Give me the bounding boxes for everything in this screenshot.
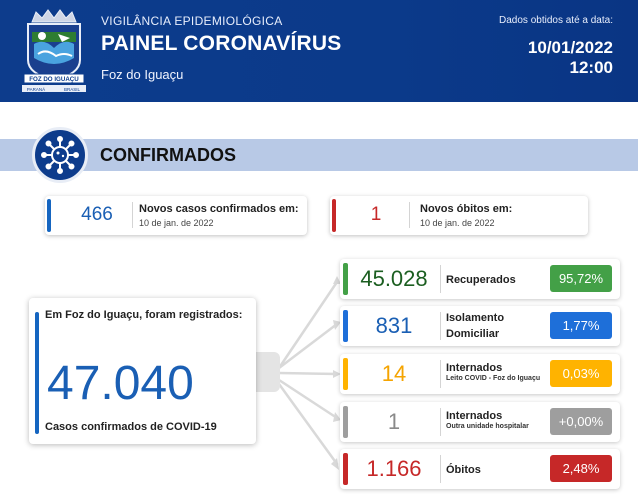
row-sublabel: Outra unidade hospitalar <box>446 423 529 430</box>
divider <box>440 312 441 340</box>
row-label: Internados <box>446 410 503 422</box>
city-crest-logo: FOZ DO IGUAÇU PARANÁ BRASIL <box>22 9 86 92</box>
row-label-line2: Domiciliar <box>446 328 500 340</box>
new-deaths-card: 1 Novos óbitos em: 10 de jan. de 2022 <box>330 196 588 235</box>
row-percent-badge: 0,03% <box>550 360 612 387</box>
row-value: 14 <box>381 361 407 386</box>
new-deaths-label: Novos óbitos em: <box>420 203 513 215</box>
divider <box>132 202 133 228</box>
new-deaths-value: 1 <box>370 204 382 225</box>
row-percent-badge: 95,72% <box>550 265 612 292</box>
divider <box>409 202 410 228</box>
new-deaths-stripe <box>332 199 336 232</box>
row-value: 45.028 <box>360 266 428 291</box>
section-title: CONFIRMADOS <box>100 145 236 165</box>
total-cases-footer: Casos confirmados de COVID-19 <box>45 421 217 433</box>
row-stripe <box>343 263 348 295</box>
virus-icon <box>32 127 88 183</box>
row-stripe <box>343 310 348 342</box>
row-label: Isolamento <box>446 312 505 324</box>
data-date: 10/01/2022 <box>527 38 613 57</box>
total-cases-value: 47.040 <box>47 357 194 410</box>
row-percent-badge: +0,00% <box>550 408 612 435</box>
row-internados-outra: 1 Internados Outra unidade hospitalar +0… <box>340 402 620 442</box>
new-cases-date: 10 de jan. de 2022 <box>139 218 214 228</box>
data-date-label: Dados obtidos até a data: <box>499 15 613 26</box>
row-value: 1.166 <box>366 456 422 481</box>
row-stripe <box>343 453 348 485</box>
header-subtitle: VIGILÂNCIA EPIDEMIOLÓGICA <box>101 14 283 28</box>
svg-text:PARANÁ: PARANÁ <box>27 86 45 92</box>
connector-tab <box>256 352 280 392</box>
new-cases-card: 466 Novos casos confirmados em: 10 de ja… <box>45 196 307 235</box>
row-percent-badge: 1,77% <box>550 312 612 339</box>
row-label: Internados <box>446 362 503 374</box>
new-cases-label: Novos casos confirmados em: <box>139 203 299 215</box>
total-cases-intro: Em Foz do Iguaçu, foram registrados: <box>45 309 243 321</box>
svg-text:FOZ DO IGUAÇU: FOZ DO IGUAÇU <box>29 76 79 83</box>
page-title: PAINEL CORONAVÍRUS <box>101 32 342 55</box>
row-percent-badge: 2,48% <box>550 455 612 482</box>
header-bar: FOZ DO IGUAÇU PARANÁ BRASIL VIGILÂNCIA E… <box>0 0 638 102</box>
divider <box>440 408 441 436</box>
row-isolamento: 831 Isolamento Domiciliar 1,77% <box>340 306 620 346</box>
row-recuperados: 45.028 Recuperados 95,72% <box>340 259 620 299</box>
city-name: Foz do Iguaçu <box>101 67 184 82</box>
row-stripe <box>343 406 348 438</box>
row-label: Óbitos <box>446 464 481 476</box>
total-cases-stripe <box>35 312 39 434</box>
data-time: 12:00 <box>569 58 613 77</box>
row-internados-foz: 14 Internados Leito COVID - Foz do Iguaç… <box>340 354 620 394</box>
row-value: 831 <box>375 313 413 338</box>
row-sublabel: Leito COVID - Foz do Iguaçu <box>446 375 541 382</box>
row-stripe <box>343 358 348 390</box>
total-cases-card: Em Foz do Iguaçu, foram registrados: 47.… <box>29 298 256 444</box>
row-value: 1 <box>387 409 401 434</box>
connector-lines <box>277 276 341 470</box>
divider <box>440 455 441 483</box>
new-cases-value: 466 <box>81 204 113 225</box>
divider <box>440 265 441 293</box>
divider <box>440 360 441 388</box>
section-band <box>0 139 638 171</box>
new-deaths-date: 10 de jan. de 2022 <box>420 218 495 228</box>
new-cases-stripe <box>47 199 51 232</box>
row-label: Recuperados <box>446 274 516 286</box>
row-obitos: 1.166 Óbitos 2,48% <box>340 449 620 489</box>
svg-text:BRASIL: BRASIL <box>64 87 81 92</box>
